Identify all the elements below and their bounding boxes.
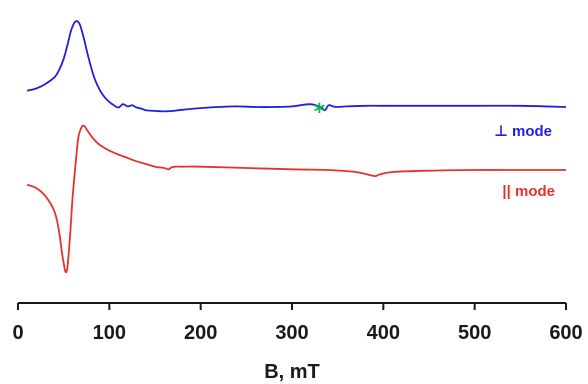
parallel-mode-trace [26,124,566,274]
x-tick-label: 600 [549,322,582,344]
x-axis-ticks: 0 100 200 300 400 500 600 [12,303,583,344]
x-tick-label: 300 [275,322,308,344]
parallel-mode-label: || mode [502,183,555,200]
x-tick-label: 200 [184,322,217,344]
x-axis-title: B, mT [264,361,320,383]
traces [26,20,567,274]
x-tick-label: 0 [12,322,23,344]
perpendicular-mode-label: ⊥ mode [494,123,552,140]
impurity-asterisk-marker: * [314,100,326,125]
x-tick-label: 100 [93,322,126,344]
x-tick-label: 400 [367,322,400,344]
perpendicular-mode-trace [26,20,567,113]
x-tick-label: 500 [458,322,491,344]
